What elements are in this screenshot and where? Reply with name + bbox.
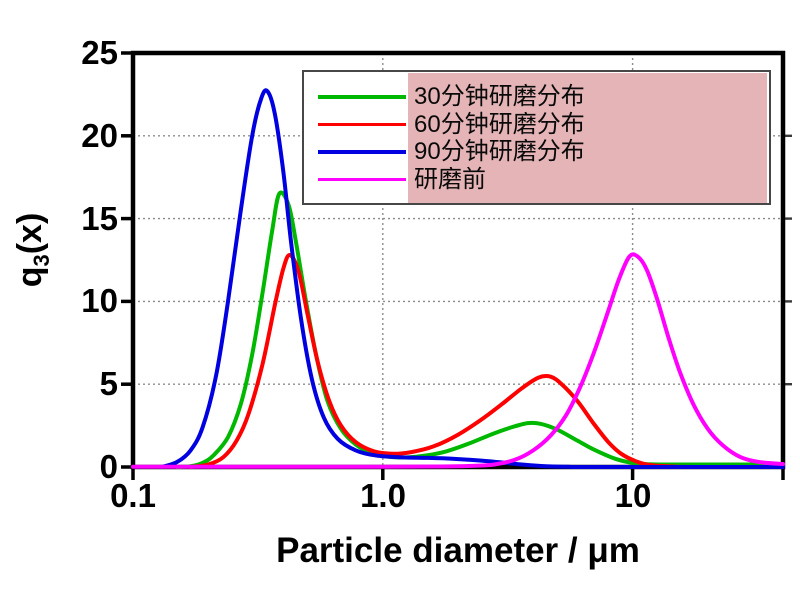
legend-item-before-milling: 研磨前 [304, 166, 769, 194]
y-tick-label-0: 0 [99, 448, 118, 485]
legend-line-sample-magenta [318, 177, 406, 182]
legend-box: 30分钟研磨分布 60分钟研磨分布 90分钟研磨分布 研磨前 [302, 70, 771, 205]
legend-line-sample-blue [318, 150, 406, 154]
x-tick-label-0.1: 0.1 [110, 477, 156, 514]
x-tick-label-1.0: 1.0 [360, 477, 406, 514]
legend-line-sample-green [318, 95, 406, 99]
y-tick-label-25: 25 [81, 34, 118, 71]
y-title-base: q [11, 266, 49, 288]
legend-label: 30分钟研磨分布 [414, 83, 585, 111]
legend-item-90min: 90分钟研磨分布 [304, 138, 769, 166]
y-title-arg: (x) [11, 212, 49, 255]
y-axis-title: q3(x) [8, 179, 54, 321]
y-tick-label-10: 10 [81, 282, 118, 319]
legend-label: 研磨前 [414, 166, 486, 194]
legend-label: 60分钟研磨分布 [414, 110, 585, 138]
legend-highlight-overlay [408, 73, 767, 203]
legend-item-30min: 30分钟研磨分布 [304, 83, 769, 111]
x-tick-label-10: 10 [614, 477, 652, 514]
y-tick-label-20: 20 [81, 117, 118, 154]
y-tick-label-15: 15 [81, 200, 118, 237]
x-axis-title: Particle diameter / μm [276, 531, 640, 570]
legend-label: 90分钟研磨分布 [414, 138, 585, 166]
y-tick-label-5: 5 [99, 365, 118, 402]
legend-line-sample-red [318, 122, 406, 127]
y-title-subscript: 3 [28, 254, 54, 267]
legend-item-60min: 60分钟研磨分布 [304, 111, 769, 139]
legend-rows: 30分钟研磨分布 60分钟研磨分布 90分钟研磨分布 研磨前 [304, 83, 769, 193]
